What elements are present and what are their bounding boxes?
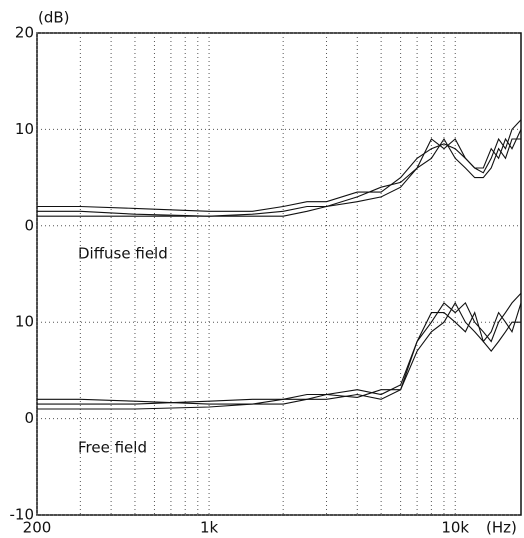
x-tick-label: 200: [23, 519, 52, 537]
series-line: [37, 292, 522, 405]
y-axis-label: (dB): [38, 9, 70, 27]
x-tick-label: 10k: [441, 519, 469, 537]
annotation: Free field: [78, 439, 147, 457]
series-line: [37, 302, 522, 405]
y-tick-label: 20: [15, 24, 34, 42]
y-tick-label: 0: [24, 216, 34, 234]
series-line: [37, 129, 522, 217]
series-line: [37, 301, 521, 410]
x-tick-label: 1k: [200, 519, 219, 537]
annotation: Diffuse field: [78, 245, 168, 263]
y-tick-label: 10: [15, 313, 34, 331]
series-line: [37, 137, 521, 217]
y-tick-label: 10: [15, 120, 34, 138]
series-line: [37, 119, 522, 212]
x-axis-label: (Hz): [486, 519, 517, 537]
y-tick-label: 0: [24, 409, 34, 427]
y-tick-label: -10: [10, 506, 35, 524]
